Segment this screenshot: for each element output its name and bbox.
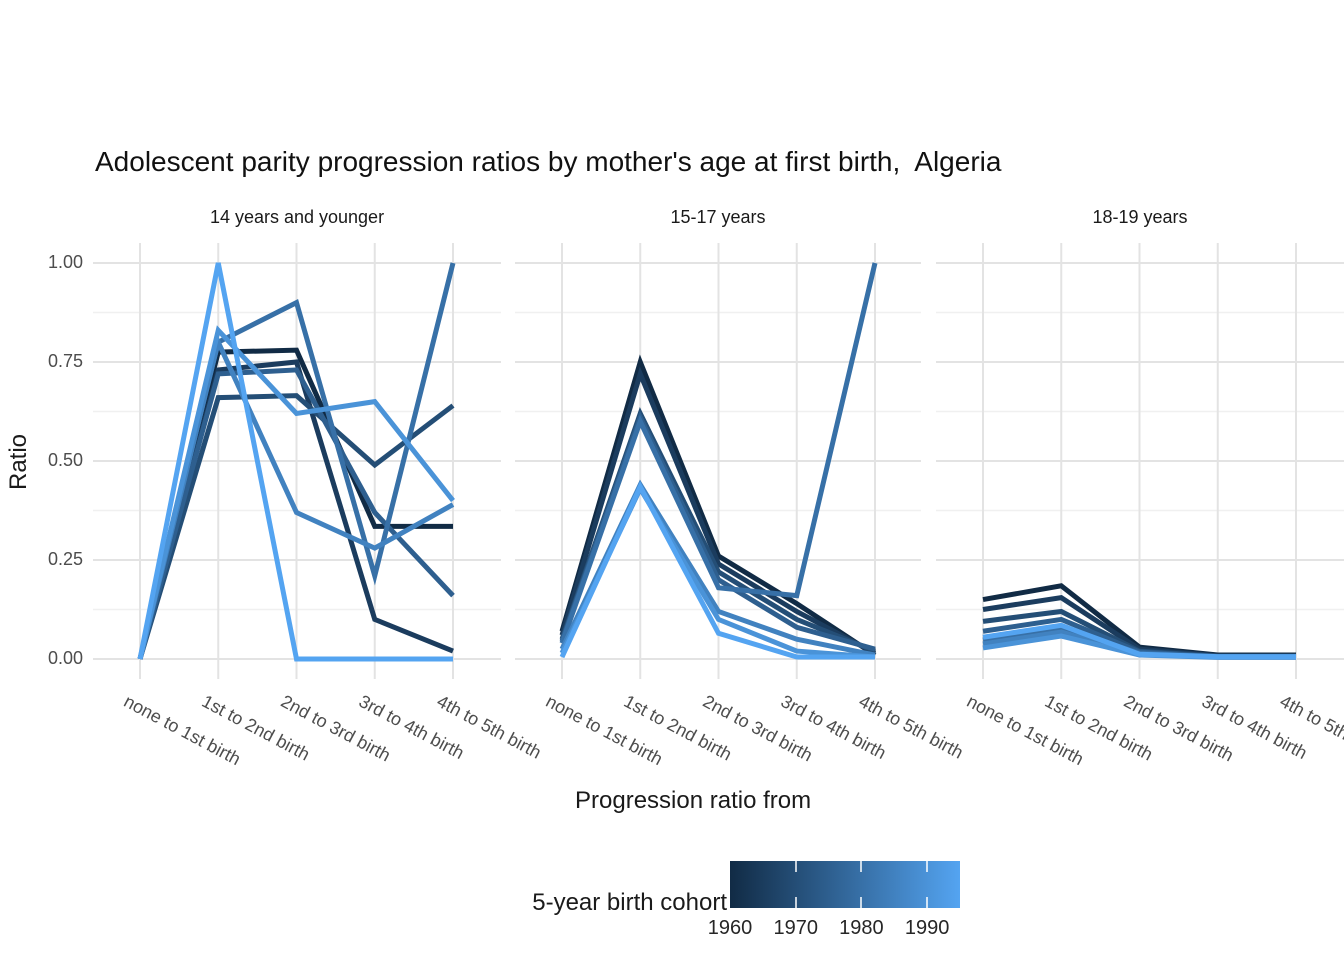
series-line-cohort-1995	[559, 481, 875, 660]
facet-strip-label-15-17: 15-17 years	[670, 207, 766, 227]
series-line-cohort-1995	[982, 622, 1296, 660]
colorbar-tick	[860, 861, 863, 872]
series-line-cohort-1960	[559, 354, 877, 658]
series-line-cohort-1995	[137, 262, 453, 662]
colorbar-tick-label: 1960	[707, 917, 753, 939]
series-line-cohort-1970	[137, 393, 455, 660]
x-axis-title: Progression ratio from	[575, 787, 812, 814]
y-tick-label: 0.00	[47, 648, 83, 668]
series-line-cohort-1965	[559, 366, 877, 656]
y-tick-label: 0.25	[47, 549, 83, 569]
colorbar-tick	[794, 897, 797, 908]
y-tick-label: 0.50	[47, 450, 83, 470]
y-tick-label: 0.75	[47, 351, 83, 371]
y-tick-label: 1.00	[47, 252, 83, 272]
facet-strip-label-14-and-younger: 14 years and younger	[209, 207, 385, 227]
series-line-cohort-1980	[559, 262, 878, 644]
series-line-cohort-1990	[137, 325, 455, 660]
colorbar-tick	[860, 897, 863, 908]
legend-title: 5-year birth cohort	[532, 889, 727, 916]
colorbar-tick-label: 1970	[773, 917, 818, 939]
legend-colorbar	[730, 861, 960, 908]
colorbar-tick-label: 1990	[904, 917, 950, 939]
colorbar-tick	[926, 897, 929, 908]
colorbar-tick-label: 1980	[839, 917, 884, 939]
colorbar-tick	[794, 861, 797, 872]
chart-title: Adolescent parity progression ratios by …	[95, 146, 1002, 177]
facet-strip-label-18-19: 18-19 years	[1092, 207, 1188, 227]
colorbar-tick	[926, 861, 929, 872]
series-line-cohort-1975	[137, 367, 455, 660]
